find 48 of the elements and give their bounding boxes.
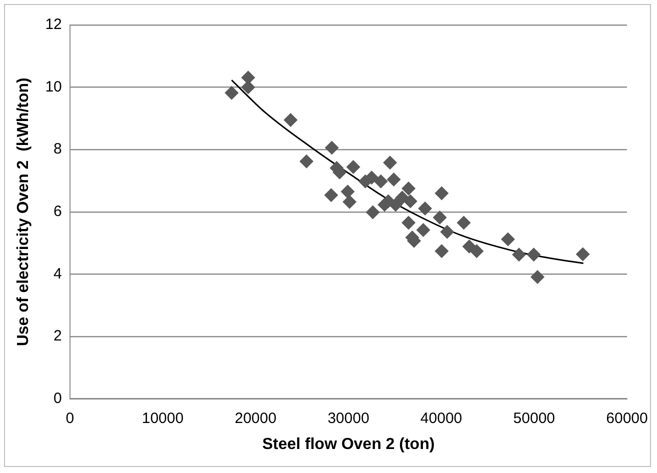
y-tick-label: 2 bbox=[54, 328, 62, 345]
point bbox=[342, 194, 357, 209]
point bbox=[530, 270, 544, 284]
y-tick-label: 0 bbox=[54, 390, 62, 407]
point bbox=[416, 222, 430, 237]
point bbox=[346, 160, 360, 174]
y-tick-label: 4 bbox=[54, 265, 62, 282]
y-tick-label: 6 bbox=[54, 203, 62, 220]
x-tick-label: 50000 bbox=[513, 410, 556, 427]
point bbox=[470, 244, 484, 258]
point bbox=[374, 174, 388, 188]
point bbox=[403, 194, 418, 208]
point bbox=[440, 224, 454, 239]
point bbox=[324, 188, 338, 202]
point bbox=[299, 154, 314, 168]
x-tick-label: 60000 bbox=[606, 410, 648, 427]
x-tick-label: 10000 bbox=[142, 410, 184, 427]
point bbox=[340, 184, 355, 199]
point bbox=[402, 216, 416, 230]
point bbox=[418, 201, 432, 216]
point bbox=[386, 172, 401, 187]
y-tick-label: 12 bbox=[45, 16, 62, 34]
point bbox=[434, 186, 449, 200]
x-tick-label: 0 bbox=[66, 410, 74, 427]
point bbox=[456, 216, 471, 230]
point bbox=[576, 247, 590, 262]
point bbox=[402, 182, 416, 196]
point bbox=[284, 113, 298, 128]
point bbox=[381, 194, 396, 208]
point bbox=[224, 86, 239, 100]
point bbox=[324, 140, 339, 155]
point bbox=[526, 248, 541, 262]
point bbox=[366, 205, 380, 220]
point bbox=[358, 174, 372, 188]
point bbox=[241, 80, 256, 94]
point bbox=[434, 244, 449, 258]
point bbox=[500, 232, 515, 246]
x-tick-label: 40000 bbox=[420, 410, 462, 427]
y-tick-label: 10 bbox=[45, 78, 62, 96]
x-tick-label: 30000 bbox=[328, 410, 370, 427]
x-tick-label: 20000 bbox=[234, 410, 276, 427]
point bbox=[432, 210, 447, 225]
y-axis-title: Use of electricity Oven 2 (kWh/ton) bbox=[15, 78, 32, 346]
x-axis-title: Steel flow Oven 2 (ton) bbox=[262, 436, 435, 453]
point bbox=[383, 156, 398, 170]
line-series bbox=[230, 79, 584, 264]
y-tick-label: 8 bbox=[54, 140, 62, 158]
point bbox=[512, 248, 526, 262]
